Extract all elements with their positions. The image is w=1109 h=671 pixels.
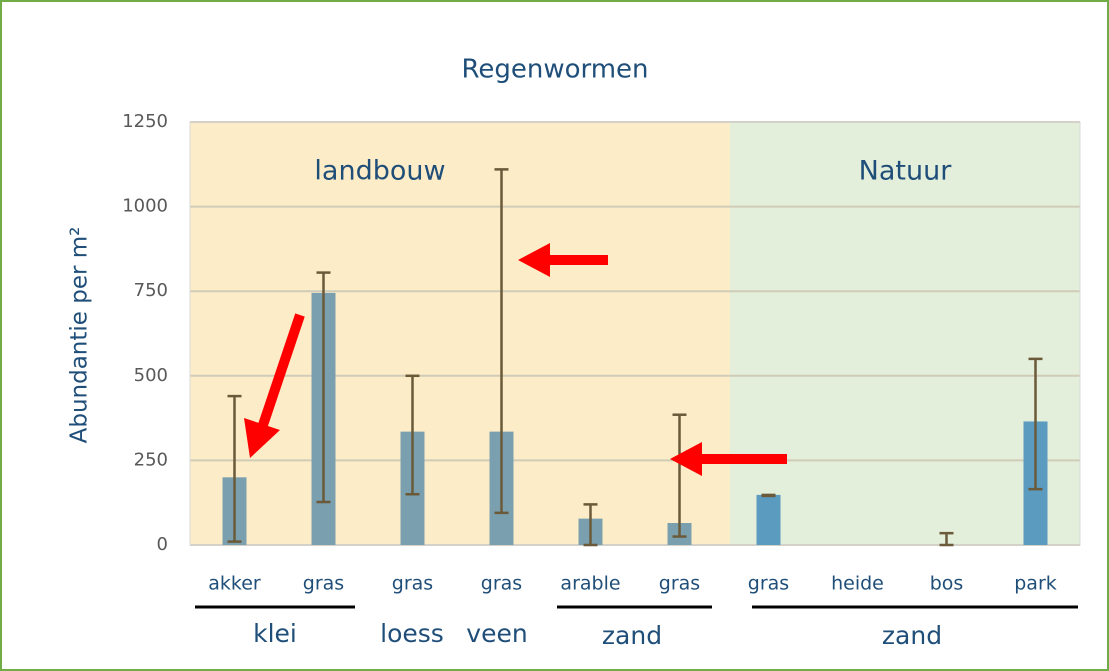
bar (756, 494, 781, 545)
x-tick-label: heide (831, 573, 884, 595)
arrows (244, 243, 787, 476)
arrow-head (244, 418, 280, 458)
y-tick-label: 250 (134, 449, 168, 470)
y-tick-label: 1250 (122, 111, 168, 132)
x-tick-label: akker (208, 573, 261, 595)
grid (189, 121, 1081, 546)
x-tick-label: park (1014, 573, 1057, 595)
arrow (258, 313, 305, 427)
region-landbouw (190, 122, 730, 545)
region-label: Natuur (859, 156, 953, 187)
x-tick-label: gras (481, 573, 522, 595)
x-tick-label: gras (748, 573, 789, 595)
group-label: zand (602, 621, 662, 650)
region-natuur (730, 122, 1080, 545)
x-tick-label: bos (930, 573, 964, 595)
x-tick-label: gras (303, 573, 344, 595)
chart-title: Regenwormen (461, 55, 648, 85)
group-label: loess (380, 619, 444, 648)
group-label: klei (253, 619, 297, 648)
x-tick-label: arable (560, 573, 620, 595)
y-axis-title: Abundantie per m² (67, 227, 93, 444)
marks (222, 168, 1048, 547)
arrow-head (670, 442, 702, 476)
arrow-head (518, 243, 550, 277)
group-label: veen (466, 619, 527, 648)
region-label: landbouw (314, 156, 445, 187)
x-tick-label: gras (659, 573, 700, 595)
x-tick-label: gras (392, 573, 433, 595)
plot-border (189, 121, 1081, 546)
group-label: zand (882, 621, 942, 650)
y-tick-label: 1000 (122, 196, 168, 217)
y-tick-label: 0 (157, 534, 168, 555)
y-tick-label: 750 (134, 280, 168, 301)
y-tick-label: 500 (134, 365, 168, 386)
